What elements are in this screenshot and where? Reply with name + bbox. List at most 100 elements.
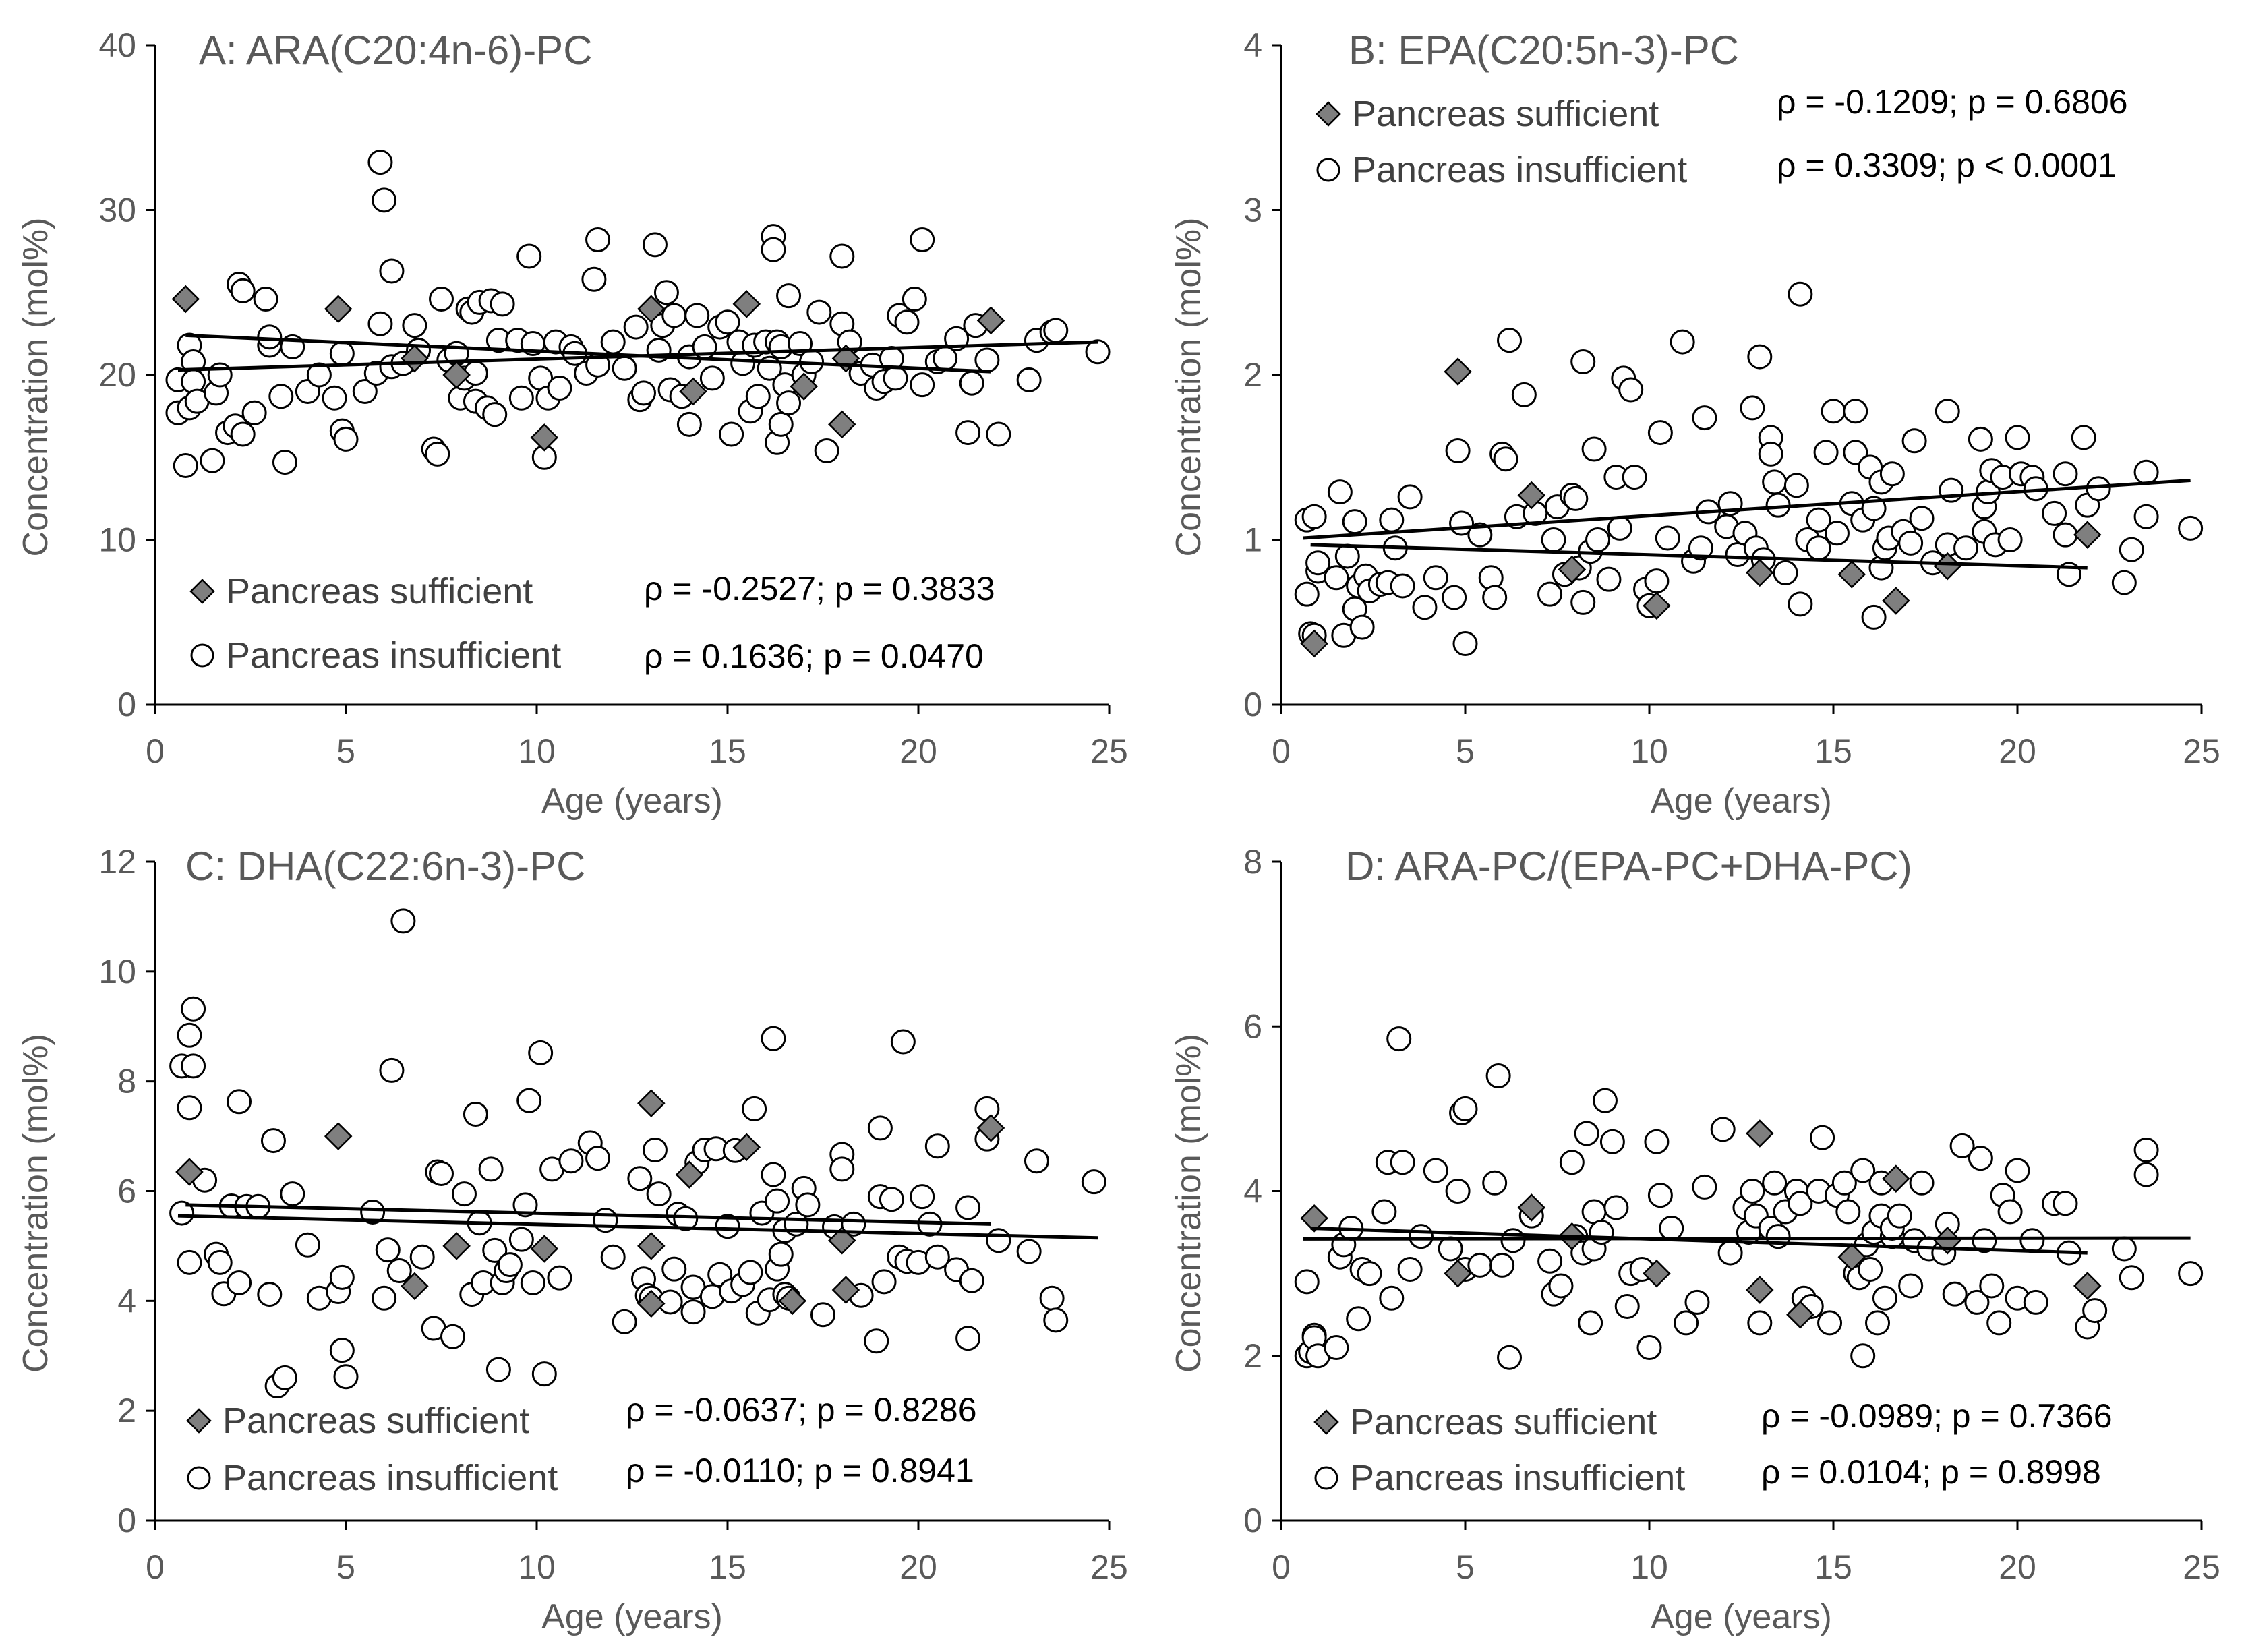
y-axis-label: Concentration (mol%) (1169, 1034, 1208, 1373)
data-point-sufficient (324, 1122, 353, 1150)
data-point-insufficient (1294, 1269, 1320, 1295)
data-point-insufficient (1349, 614, 1375, 640)
stat-sufficient: ρ = -0.0637; p = 0.8286 (626, 1391, 977, 1429)
data-point-sufficient (1837, 1243, 1866, 1271)
x-tick-label: 0 (1272, 1548, 1291, 1586)
data-point-insufficient (642, 232, 668, 258)
data-point-insufficient (1939, 477, 1964, 503)
data-point-insufficient (1497, 1345, 1523, 1370)
data-point-sufficient (637, 1289, 666, 1318)
data-point-insufficient (1858, 1257, 1883, 1282)
data-point-insufficient (1806, 507, 1831, 533)
data-point-insufficient (1559, 1150, 1585, 1175)
data-point-insufficient (1599, 1129, 1625, 1154)
x-tick-label: 15 (709, 1548, 746, 1586)
data-point-sufficient (976, 1114, 1005, 1142)
data-point-insufficient (2111, 570, 2137, 595)
data-point-insufficient (1843, 440, 1868, 465)
data-point-insufficient (864, 1328, 889, 1354)
stat-insufficient: ρ = -0.0110; p = 0.8941 (626, 1452, 974, 1489)
data-point-insufficient (520, 1270, 545, 1295)
data-point-sufficient (1746, 558, 1774, 587)
data-point-insufficient (227, 1089, 252, 1115)
stat-sufficient: ρ = -0.0989; p = 0.7366 (1761, 1397, 2113, 1435)
data-point-insufficient (2005, 1158, 2030, 1183)
data-point-sufficient (1300, 1204, 1328, 1233)
data-point-insufficient (1445, 1179, 1471, 1204)
data-point-insufficient (910, 372, 935, 398)
data-point-insufficient (1942, 1281, 1968, 1307)
legend-label-insufficient: Pancreas insufficient (226, 635, 561, 676)
y-tick-label: 2 (1243, 356, 1262, 394)
data-point-insufficient (1390, 573, 1415, 599)
data-point-insufficient (516, 1088, 542, 1113)
panel-title: A: ARA(C20:4n-6)-PC (199, 28, 593, 73)
data-point-insufficient (1935, 399, 1960, 424)
stat-insufficient: ρ = 0.1636; p = 0.0470 (644, 637, 984, 675)
data-point-insufficient (272, 450, 297, 475)
x-tick-label: 20 (899, 732, 937, 770)
data-point-insufficient (2111, 1236, 2137, 1262)
data-point-sufficient (2073, 1272, 2102, 1300)
x-tick-label: 25 (2183, 732, 2220, 770)
data-point-insufficient (1578, 1310, 1603, 1336)
data-point-insufficient (894, 309, 920, 335)
data-point-insufficient (230, 278, 256, 303)
data-point-insufficient (409, 1244, 435, 1270)
data-point-sufficient (1517, 481, 1546, 510)
y-tick-label: 40 (98, 26, 136, 64)
data-point-insufficient (230, 421, 256, 447)
data-point-insufficient (1500, 1228, 1526, 1253)
data-point-insufficient (1570, 589, 1596, 615)
x-tick-label: 0 (146, 732, 165, 770)
data-point-insufficient (581, 266, 607, 292)
y-tick-label: 4 (1243, 26, 1262, 64)
data-point-insufficient (1644, 1129, 1670, 1154)
data-point-insufficient (1636, 1335, 1662, 1361)
data-point-insufficient (1445, 438, 1471, 463)
data-point-sufficient (790, 372, 818, 401)
data-point-sufficient (976, 306, 1005, 335)
data-point-insufficient (910, 227, 935, 253)
data-point-insufficient (1537, 1248, 1563, 1274)
data-point-insufficient (1371, 1199, 1397, 1225)
data-point-insufficient (719, 421, 744, 447)
data-point-insufficient (482, 402, 508, 427)
data-point-insufficient (1659, 1215, 1684, 1241)
data-point-insufficient (2178, 1261, 2204, 1287)
y-axis-label: Concentration (mol%) (1169, 218, 1208, 557)
data-point-insufficient (2119, 1265, 2144, 1291)
data-point-insufficient (451, 1181, 477, 1207)
data-point-insufficient (738, 1260, 763, 1285)
data-point-insufficient (1563, 485, 1589, 511)
data-point-insufficient (1831, 1170, 1857, 1196)
data-point-insufficient (1909, 1170, 1935, 1196)
data-point-insufficient (257, 1282, 283, 1307)
data-point-insufficient (2053, 461, 2078, 487)
data-point-insufficient (1758, 441, 1783, 467)
data-point-insufficient (1412, 595, 1438, 620)
data-point-insufficient (1603, 1195, 1629, 1220)
data-point-insufficient (1788, 1191, 1813, 1216)
data-point-insufficient (924, 1133, 950, 1159)
data-point-sufficient (637, 1089, 666, 1118)
data-point-sufficient (1882, 1164, 1910, 1193)
data-point-insufficient (761, 1026, 786, 1051)
data-point-insufficient (768, 1241, 794, 1267)
data-point-insufficient (1655, 525, 1680, 551)
data-point-insufficient (1467, 1252, 1493, 1278)
legend-marker-sufficient (186, 1408, 212, 1434)
data-point-insufficient (177, 1095, 202, 1121)
data-point-insufficient (1898, 1273, 1924, 1299)
data-point-sufficient (1643, 591, 1671, 620)
data-point-insufficient (612, 1309, 637, 1334)
trend-line-sufficient (185, 1203, 991, 1226)
data-point-insufficient (207, 1249, 233, 1275)
y-tick-label: 3 (1243, 191, 1262, 229)
stat-insufficient: ρ = 0.3309; p < 0.0001 (1777, 146, 2117, 184)
x-axis-label: Age (years) (541, 1597, 723, 1636)
y-tick-label: 8 (117, 1063, 136, 1100)
data-point-sufficient (828, 1227, 856, 1255)
legend-marker-sufficient (1313, 1409, 1339, 1435)
data-point-sufficient (401, 344, 429, 373)
